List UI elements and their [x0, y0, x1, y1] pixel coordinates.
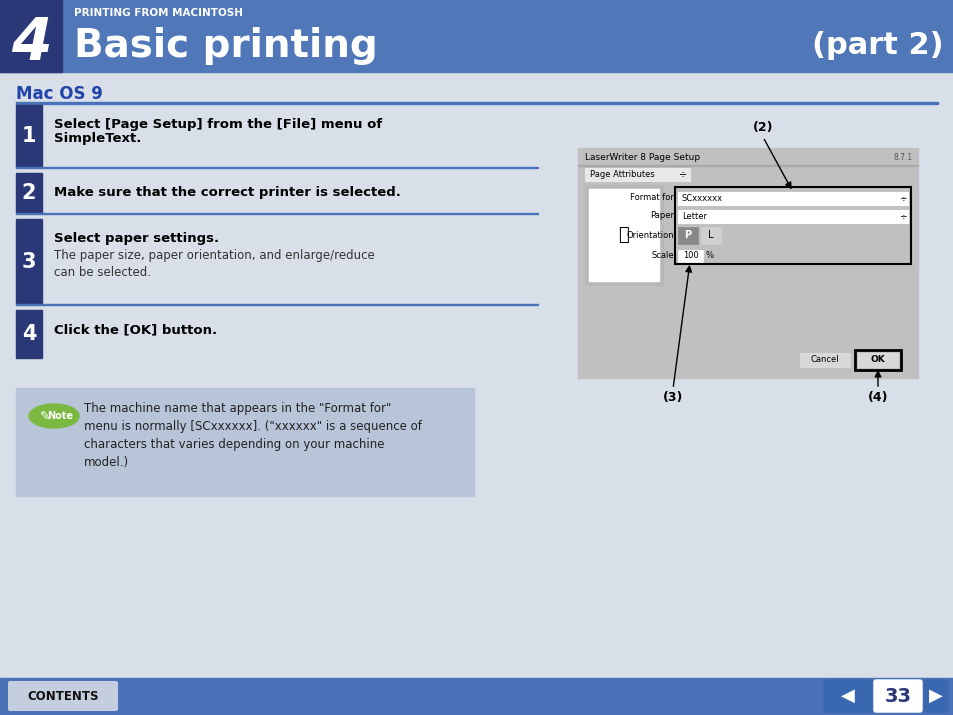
Text: Make sure that the correct printer is selected.: Make sure that the correct printer is se… [54, 186, 400, 199]
Text: (2): (2) [752, 122, 773, 134]
Text: The paper size, paper orientation, and enlarge/reduce
can be selected.: The paper size, paper orientation, and e… [54, 249, 375, 279]
FancyBboxPatch shape [923, 680, 947, 712]
Bar [678, 227, 698, 244]
FancyBboxPatch shape [8, 681, 118, 711]
Text: 1: 1 [22, 126, 36, 146]
Bar [678, 250, 702, 262]
Text: Letter: Letter [681, 212, 706, 221]
Bar [16, 219, 42, 304]
FancyBboxPatch shape [823, 680, 871, 712]
Bar [800, 353, 849, 367]
Bar [16, 213, 537, 214]
Bar [16, 310, 42, 358]
Text: Select paper settings.: Select paper settings. [54, 232, 219, 245]
Bar [857, 353, 897, 367]
Text: SimpleText.: SimpleText. [54, 132, 141, 145]
Text: (3): (3) [662, 392, 682, 405]
Text: Cancel: Cancel [810, 355, 839, 365]
Bar [584, 168, 689, 181]
Text: Page Attributes: Page Attributes [589, 170, 654, 179]
Text: Scale: Scale [651, 252, 673, 260]
Text: PRINTING FROM MACINTOSH: PRINTING FROM MACINTOSH [74, 8, 243, 18]
Text: LaserWriter 8 Page Setup: LaserWriter 8 Page Setup [584, 152, 700, 162]
Bar [678, 210, 907, 223]
Bar [700, 227, 720, 244]
Text: ÷: ÷ [679, 169, 686, 179]
Text: ✎: ✎ [40, 410, 51, 423]
Text: OK: OK [870, 355, 884, 365]
Ellipse shape [29, 404, 79, 428]
Bar [0, 678, 953, 715]
Bar [578, 165, 917, 166]
Text: Paper: Paper [649, 212, 673, 220]
Text: ÷: ÷ [899, 194, 906, 203]
Text: (part 2): (part 2) [812, 31, 943, 61]
Text: ÷: ÷ [899, 212, 906, 221]
FancyBboxPatch shape [873, 680, 921, 712]
Bar [16, 173, 42, 213]
Bar [584, 185, 662, 285]
Bar [16, 304, 537, 305]
Text: 4: 4 [22, 324, 36, 344]
Text: Click the [OK] button.: Click the [OK] button. [54, 323, 217, 336]
Text: The machine name that appears in the "Format for"
menu is normally [SCxxxxxx]. (: The machine name that appears in the "Fo… [84, 402, 421, 469]
Text: Mac OS 9: Mac OS 9 [16, 85, 103, 103]
Bar [16, 105, 42, 167]
Text: 🐕: 🐕 [618, 226, 629, 244]
Text: Format for: Format for [630, 194, 673, 202]
Text: 2: 2 [22, 183, 36, 203]
Bar [0, 0, 62, 72]
Text: Orientation: Orientation [626, 230, 673, 240]
Bar [678, 192, 907, 205]
Text: 100: 100 [682, 252, 698, 260]
Text: 4: 4 [10, 16, 51, 72]
Bar [578, 148, 917, 378]
Text: SCxxxxxx: SCxxxxxx [681, 194, 722, 203]
Text: 8.7.1: 8.7.1 [893, 152, 912, 162]
Text: Note: Note [47, 411, 73, 421]
Text: CONTENTS: CONTENTS [28, 689, 99, 703]
Text: L: L [707, 230, 713, 240]
Text: ▶: ▶ [928, 687, 942, 705]
Bar [16, 388, 474, 496]
Text: P: P [683, 230, 691, 240]
Bar [675, 187, 910, 264]
Bar [0, 0, 953, 72]
Text: %: % [705, 252, 713, 260]
Text: 3: 3 [22, 252, 36, 272]
Bar [16, 167, 537, 168]
Bar [588, 189, 659, 281]
Bar [854, 350, 900, 370]
Text: (4): (4) [867, 392, 887, 405]
Text: Basic printing: Basic printing [74, 27, 377, 65]
Text: ◀: ◀ [841, 687, 854, 705]
Text: Select [Page Setup] from the [File] menu of: Select [Page Setup] from the [File] menu… [54, 118, 382, 131]
Bar [16, 102, 937, 104]
Text: 33: 33 [883, 686, 910, 706]
